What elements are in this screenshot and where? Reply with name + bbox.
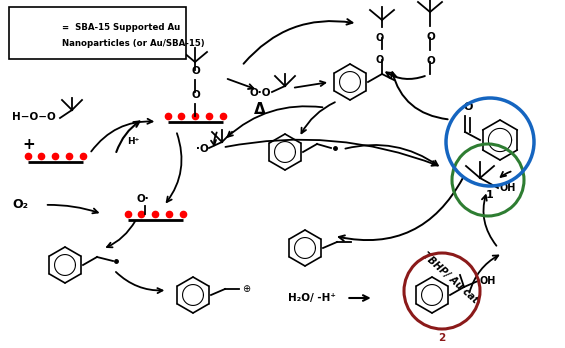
- Text: O: O: [376, 33, 384, 43]
- Text: =  SBA-15 Supported Au: = SBA-15 Supported Au: [62, 24, 180, 32]
- Text: H₂O/ -H⁺: H₂O/ -H⁺: [288, 293, 336, 303]
- Text: OH: OH: [500, 183, 516, 193]
- Text: O: O: [427, 32, 436, 42]
- Text: Δ: Δ: [254, 102, 266, 117]
- Text: OH: OH: [480, 276, 497, 286]
- Text: O: O: [192, 66, 201, 76]
- Text: Nanoparticles (or Au/SBA-15): Nanoparticles (or Au/SBA-15): [62, 40, 205, 48]
- Text: 1: 1: [486, 190, 494, 200]
- Text: ·O: ·O: [196, 144, 209, 154]
- Text: O: O: [427, 56, 436, 66]
- Text: O: O: [463, 102, 473, 112]
- Text: ⊕: ⊕: [242, 284, 250, 294]
- Text: O·O: O·O: [250, 88, 272, 98]
- Text: O₂: O₂: [12, 198, 28, 211]
- Text: 2: 2: [438, 333, 446, 343]
- Text: O: O: [376, 55, 384, 65]
- Text: O·: O·: [137, 194, 149, 204]
- FancyBboxPatch shape: [9, 7, 186, 59]
- Text: TBHP/ Au cat: TBHP/ Au cat: [420, 251, 480, 306]
- Text: H⁺: H⁺: [127, 137, 139, 147]
- Text: +: +: [22, 137, 35, 152]
- Text: O: O: [192, 90, 201, 100]
- Text: H−O−O: H−O−O: [12, 112, 56, 122]
